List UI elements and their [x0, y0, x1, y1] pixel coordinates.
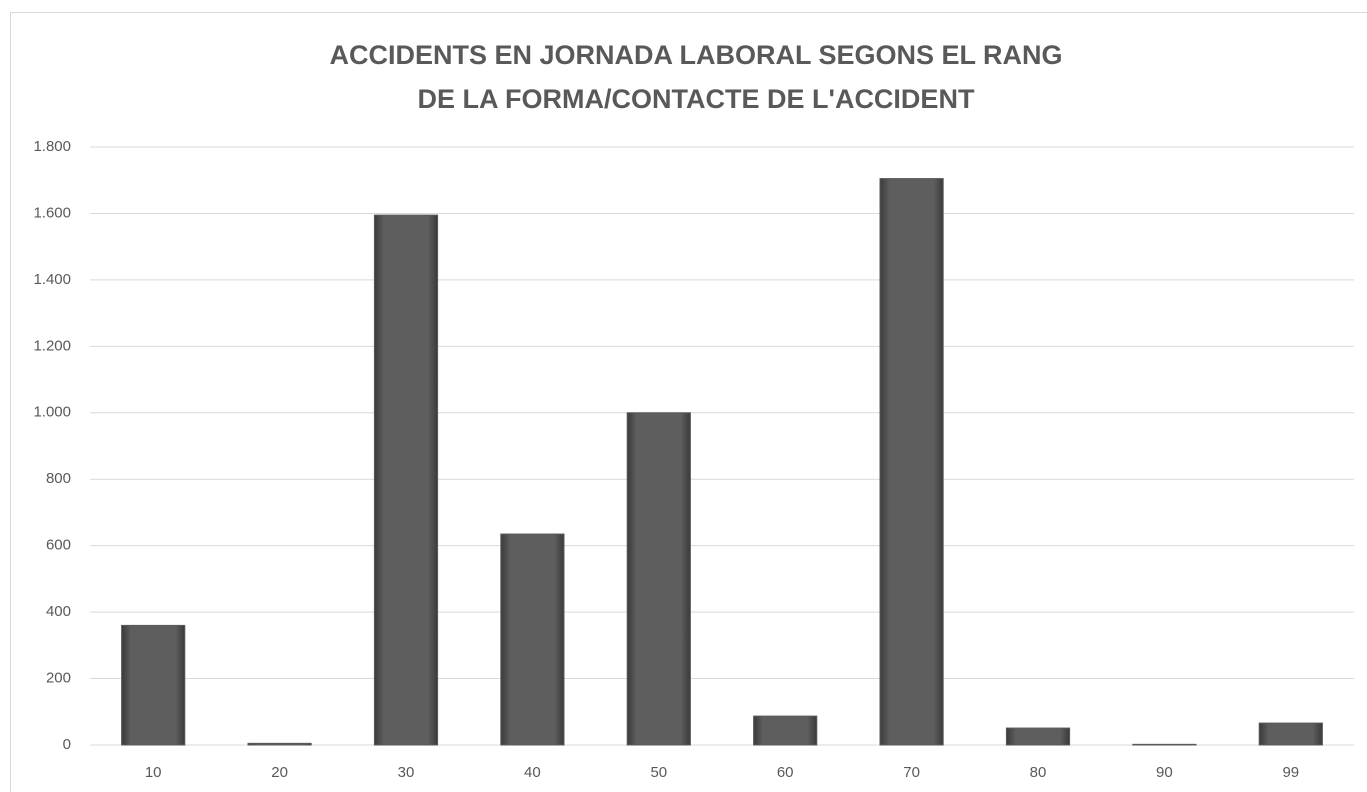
x-tick-label: 90: [1156, 764, 1173, 781]
bar: [121, 624, 186, 746]
chart-title: ACCIDENTS EN JORNADA LABORAL SEGONS EL R…: [329, 40, 1062, 70]
x-tick-label: 20: [271, 764, 288, 781]
bar: [879, 178, 944, 746]
x-tick-label: 40: [524, 764, 541, 781]
y-tick-label: 400: [46, 603, 71, 620]
x-tick-label: 30: [398, 764, 415, 781]
bar: [1132, 743, 1197, 746]
x-tick-label: 60: [777, 764, 794, 781]
x-tick-label: 50: [650, 764, 667, 781]
bar: [753, 715, 818, 746]
bar: [626, 412, 691, 746]
y-tick-label: 0: [63, 736, 71, 753]
y-tick-label: 1.800: [33, 138, 71, 155]
bar: [1005, 727, 1071, 746]
y-tick-label: 1.400: [33, 271, 71, 288]
bar: [247, 742, 312, 746]
x-tick-label: 99: [1282, 764, 1299, 781]
y-tick-label: 800: [46, 470, 71, 487]
bar: [1258, 722, 1323, 746]
y-tick-label: 200: [46, 670, 71, 687]
chart-title: DE LA FORMA/CONTACTE DE L'ACCIDENT: [418, 84, 975, 114]
x-tick-label: 10: [145, 764, 162, 781]
y-tick-label: 600: [46, 537, 71, 554]
y-tick-label: 1.200: [33, 337, 71, 354]
bar: [373, 214, 439, 746]
chart-frame: [10, 12, 1367, 792]
y-tick-label: 1.600: [33, 204, 71, 221]
y-tick-label: 1.000: [33, 404, 71, 421]
bar: [500, 533, 565, 746]
x-tick-label: 70: [903, 764, 920, 781]
x-tick-label: 80: [1030, 764, 1047, 781]
